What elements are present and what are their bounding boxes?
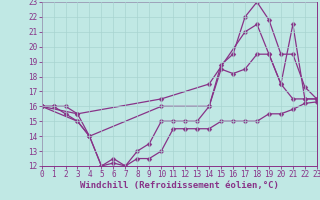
X-axis label: Windchill (Refroidissement éolien,°C): Windchill (Refroidissement éolien,°C): [80, 181, 279, 190]
